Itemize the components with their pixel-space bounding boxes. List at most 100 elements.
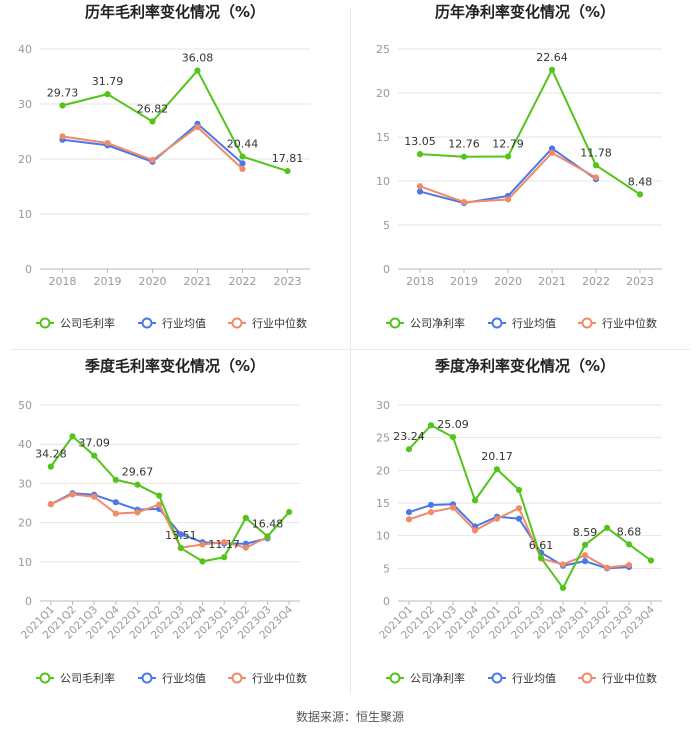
legend-marker [491,317,503,329]
vertical-divider [350,8,351,694]
chart-title: 季度毛利率变化情况（%） [85,357,265,375]
data-point [416,183,424,190]
data-point [449,433,457,441]
x-tick-label: 2023 [274,275,302,288]
data-point [199,541,206,548]
y-tick-label: 10 [18,208,32,221]
y-tick-label: 0 [383,263,390,276]
y-tick-label: 15 [376,497,390,510]
y-tick-label: 25 [376,43,390,56]
chart-title: 历年毛利率变化情况（%） [85,3,265,21]
legend-marker [39,672,51,684]
data-point [112,476,119,483]
data-label: 8.59 [573,526,598,539]
legend-item: 行业中位数 [578,671,657,685]
data-point [581,541,589,548]
data-point [199,558,206,565]
data-label: 29.73 [47,86,79,99]
legend-marker [141,317,153,329]
data-label: 12.76 [448,138,480,151]
legend-label: 行业中位数 [252,316,307,330]
data-label: 22.64 [536,51,568,64]
data-point [515,505,523,512]
legend-marker [389,672,401,684]
legend-item: 行业中位数 [228,671,307,685]
y-tick-label: 10 [376,175,390,188]
data-point [504,153,512,160]
x-tick-label: 2018 [49,275,77,288]
legend-label: 公司毛利率 [60,671,115,685]
data-point [581,552,589,559]
y-tick-label: 30 [18,98,32,111]
y-tick-label: 30 [18,477,32,490]
data-point [91,493,98,500]
chart-panel-3: 季度毛利率变化情况（%）010203040502021Q12021Q22021Q… [18,357,307,685]
chart-panel-4: 季度净利率变化情况（%）0510152025302021Q12021Q22021… [376,357,662,685]
horizontal-divider [10,349,690,350]
data-label: 23.24 [393,430,425,443]
y-tick-label: 20 [18,153,32,166]
data-point [47,463,54,470]
data-point [592,162,600,169]
data-source: 数据来源：恒生聚源 [295,710,404,724]
data-point [592,174,600,181]
legend-label: 行业均值 [512,672,556,685]
y-tick-label: 5 [383,562,390,575]
data-point [112,510,119,517]
data-point [471,527,479,534]
y-tick-label: 0 [383,595,390,608]
data-point [625,541,633,548]
data-point [603,564,611,571]
data-point [221,554,228,561]
legend-item: 行业中位数 [578,316,657,330]
data-point [548,149,556,156]
data-point [239,160,246,167]
chart-panel-2: 历年净利率变化情况（%） 0 5 10 15 20 25 2018 2019 2020 2021 20… [376,3,662,330]
x-tick-label: 2021 [184,275,212,288]
legend-label: 公司净利率 [410,671,465,685]
legend-label: 行业中位数 [252,671,307,685]
y-tick-label: 20 [376,87,390,100]
x-tick-label: 2020 [494,275,522,288]
data-point [405,516,413,523]
data-label: 11.17 [208,538,240,551]
series-line-company [62,69,288,172]
data-point [284,167,291,175]
data-point [405,509,413,516]
data-point [194,124,201,131]
data-point [471,497,479,504]
data-label: 13.51 [165,529,197,542]
data-point [427,501,435,509]
legend-marker [581,317,593,329]
data-label: 8.48 [628,175,653,188]
legend-item: 行业均值 [488,317,556,330]
legend-label: 行业均值 [162,317,206,330]
data-point [625,561,633,569]
data-point [112,499,119,506]
x-tick-label: 2019 [450,275,478,288]
legend-marker [491,672,503,684]
legend-item: 公司净利率 [386,316,465,330]
data-label: 11.78 [580,146,612,159]
legend-marker [39,317,51,329]
data-point [177,544,184,552]
data-point [47,501,54,508]
data-point [537,554,545,561]
data-point [149,157,156,164]
data-point [104,139,111,147]
x-tick-label: 2022 [229,275,257,288]
y-tick-label: 0 [25,595,32,608]
data-point [460,199,468,206]
legend-marker [389,317,401,329]
legend-item: 公司毛利率 [36,671,115,685]
legend-item: 行业中位数 [228,316,307,330]
legend-label: 行业均值 [512,317,556,330]
data-point [91,452,98,459]
data-point [149,118,156,125]
data-point [581,558,589,565]
data-point [177,531,184,538]
legend-label: 公司毛利率 [60,316,115,330]
data-label: 29.67 [122,466,154,479]
data-point [515,486,523,494]
